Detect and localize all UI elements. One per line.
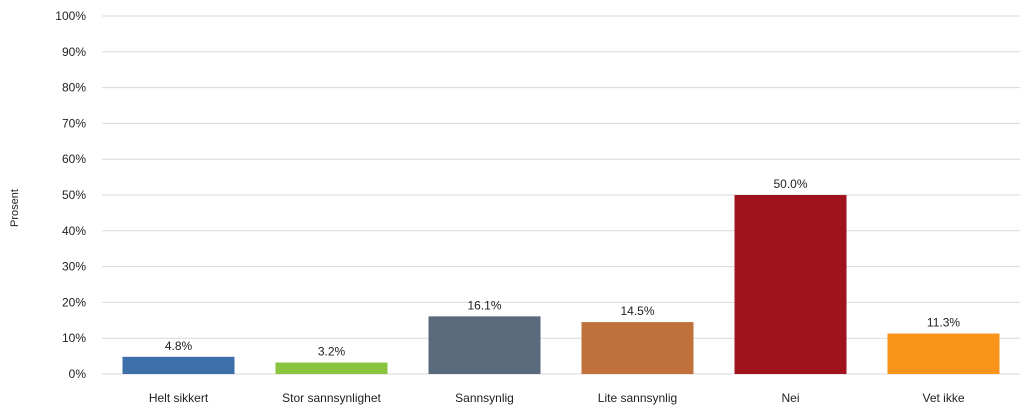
bars [122,195,1000,374]
bar-value-label: 11.3% [927,316,960,330]
x-axis-category-labels: Helt sikkert Stor sannsynlighet Sannsynlig… [149,391,965,405]
bar-value-label: 4.8% [165,339,193,353]
bar [122,356,235,374]
data-labels: 4.8% 3.2% 16.1% 14.5% 50.0% 11.3% [165,177,961,359]
y-tick-label: 100% [55,9,86,23]
y-tick-label: 20% [62,295,86,309]
y-tick-label: 40% [62,224,86,238]
y-tick-label: 80% [62,81,86,95]
bar [887,333,1000,374]
y-tick-label: 90% [62,45,86,59]
y-tick-label: 50% [62,188,86,202]
bar-value-label: 3.2% [318,345,346,359]
gridlines [102,15,1020,375]
x-category-label: Sannsynlig [455,391,514,405]
bar-value-label: 16.1% [467,298,501,312]
x-category-label: Stor sannsynlighet [282,391,381,405]
bar-value-label: 14.5% [620,304,654,318]
y-tick-label: 70% [62,116,86,130]
x-category-label: Helt sikkert [149,391,209,405]
x-category-label: Vet ikke [922,391,964,405]
bar-value-label: 50.0% [773,177,807,191]
bar [428,316,541,374]
y-tick-label: 0% [69,367,87,381]
bar [581,322,694,374]
bar [275,362,388,374]
x-category-label: Lite sannsynlig [598,391,677,405]
y-axis-title: Prosent [9,189,21,227]
bar [734,195,847,374]
y-axis-tick-labels: 0% 10% 20% 30% 40% 50% 60% 70% 80% 90% 100% [55,9,86,381]
y-tick-label: 30% [62,260,86,274]
y-tick-label: 60% [62,152,86,166]
x-category-label: Nei [781,391,799,405]
y-tick-label: 10% [62,331,86,345]
